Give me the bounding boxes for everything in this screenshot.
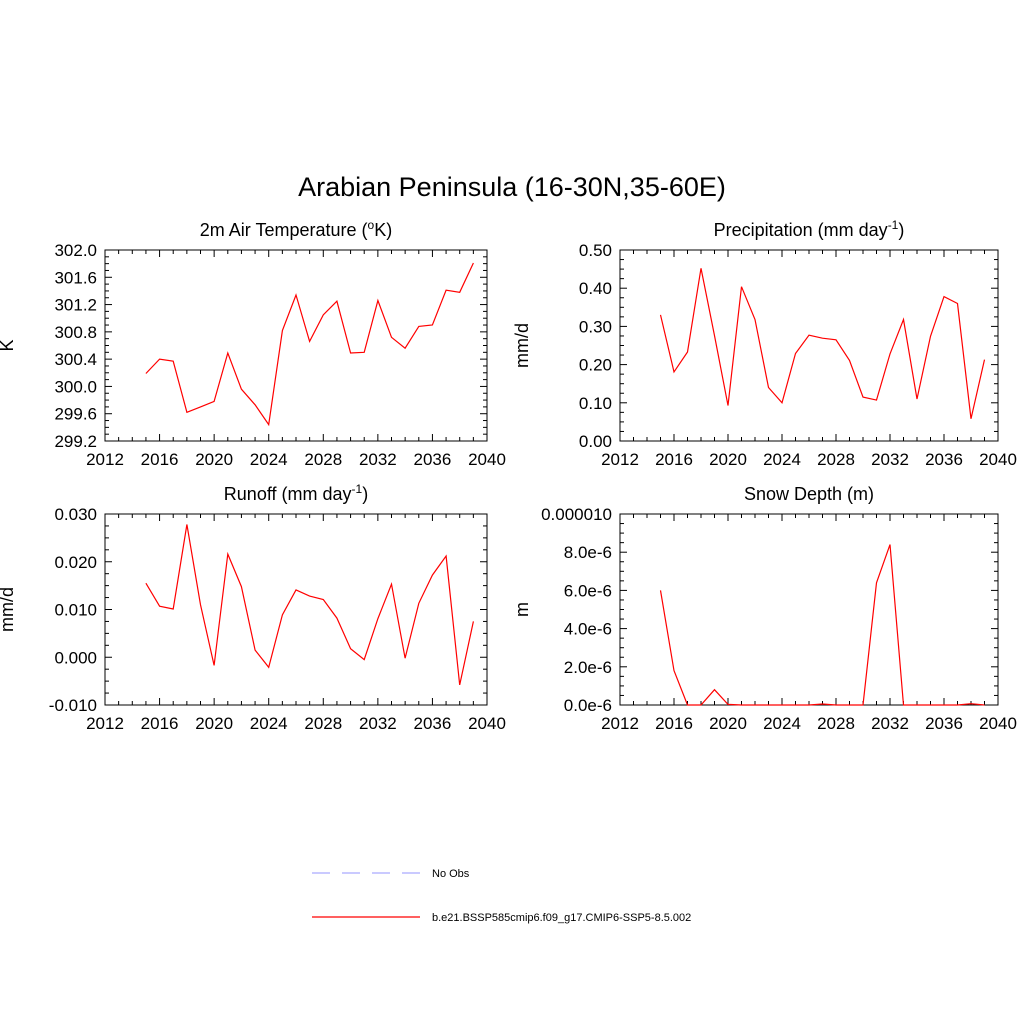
y-axis-label: mm/d: [512, 323, 532, 368]
x-tick-label: 2012: [601, 450, 639, 469]
x-tick-label: 2036: [925, 714, 963, 733]
figure-title: Arabian Peninsula (16-30N,35-60E): [298, 172, 726, 202]
series-line: [145, 262, 474, 427]
y-tick-label: 0.10: [579, 394, 612, 413]
x-tick-label: 2032: [359, 714, 397, 733]
y-tick-label: 0.000010: [541, 505, 612, 524]
y-tick-label: 8.0e-6: [564, 543, 612, 562]
x-tick-label: 2024: [250, 714, 288, 733]
y-axis-label: mm/d: [0, 587, 17, 632]
y-tick-label: 0.030: [54, 505, 97, 524]
x-tick-label: 2040: [979, 450, 1017, 469]
panel-title: Runoff (mm day-1): [224, 482, 368, 504]
panel-title: 2m Air Temperature (oK): [200, 218, 392, 240]
x-tick-label: 2016: [655, 450, 693, 469]
y-tick-label: 299.2: [54, 432, 97, 451]
panel-4: Snow Depth (m) m 2012 2016 2020 2024 2028 2032 2…: [512, 484, 1017, 733]
x-tick-label: 2012: [86, 450, 124, 469]
x-tick-label: 2040: [979, 714, 1017, 733]
x-tick-label: 2028: [817, 450, 855, 469]
x-tick-label: 2036: [925, 450, 963, 469]
y-tick-label: 0.50: [579, 241, 612, 260]
panel-title: Snow Depth (m): [744, 484, 874, 504]
panel-1: 2m Air Temperature (oK) K 2012 2016 2020 2024…: [0, 218, 506, 469]
series-line: [659, 544, 985, 706]
x-tick-label: 2032: [871, 714, 909, 733]
y-tick-label: 301.6: [54, 268, 97, 287]
series-line: [145, 524, 474, 686]
y-tick-label: 302.0: [54, 241, 97, 260]
x-tick-label: 2012: [601, 714, 639, 733]
y-tick-label: 0.00: [579, 432, 612, 451]
x-tick-label: 2024: [250, 450, 288, 469]
y-tick-label: 300.8: [54, 323, 97, 342]
x-tick-label: 2016: [141, 450, 179, 469]
x-tick-label: 2020: [195, 450, 233, 469]
x-tick-label: 2020: [709, 714, 747, 733]
x-tick-label: 2036: [414, 450, 452, 469]
series-line: [659, 268, 986, 419]
x-tick-label: 2036: [414, 714, 452, 733]
panel-title: Precipitation (mm day-1): [714, 218, 905, 240]
panel-2: Precipitation (mm day-1) mm/d 2012 2016 2020…: [512, 218, 1017, 469]
x-tick-label: 2028: [304, 450, 342, 469]
x-tick-label: 2016: [141, 714, 179, 733]
legend-label: b.e21.BSSP585cmip6.f09_g17.CMIP6-SSP5-8.…: [432, 912, 691, 924]
y-tick-label: -0.010: [49, 696, 97, 715]
panel-3: Runoff (mm day-1) mm/d 2012 2016 2020 2024 202…: [0, 482, 506, 733]
x-tick-label: 2020: [709, 450, 747, 469]
panels: 2m Air Temperature (oK) K 2012 2016 2020 2024…: [0, 218, 1017, 733]
y-tick-label: 299.6: [54, 405, 97, 424]
y-tick-label: 0.20: [579, 356, 612, 375]
plot-frame: [104, 513, 488, 706]
x-tick-label: 2012: [86, 714, 124, 733]
x-tick-label: 2020: [195, 714, 233, 733]
x-tick-label: 2032: [359, 450, 397, 469]
y-tick-label: 2.0e-6: [564, 658, 612, 677]
y-tick-label: 301.2: [54, 296, 97, 315]
y-tick-label: 0.0e-6: [564, 696, 612, 715]
x-tick-label: 2032: [871, 450, 909, 469]
y-tick-label: 0.30: [579, 317, 612, 336]
legend-label: No Obs: [432, 868, 470, 880]
plot-frame: [104, 249, 488, 442]
y-tick-label: 0.020: [54, 553, 97, 572]
x-tick-label: 2040: [468, 714, 506, 733]
y-tick-label: 300.0: [54, 377, 97, 396]
y-axis-label: K: [0, 339, 17, 351]
x-tick-label: 2024: [763, 450, 801, 469]
x-tick-label: 2040: [468, 450, 506, 469]
x-tick-label: 2028: [304, 714, 342, 733]
y-tick-label: 6.0e-6: [564, 581, 612, 600]
y-tick-label: 4.0e-6: [564, 620, 612, 639]
legend: No Obs b.e21.BSSP585cmip6.f09_g17.CMIP6-S…: [312, 868, 691, 924]
y-tick-label: 300.4: [54, 350, 97, 369]
plot-frame: [619, 249, 999, 442]
x-tick-label: 2016: [655, 714, 693, 733]
y-tick-label: 0.40: [579, 279, 612, 298]
y-axis-label: m: [512, 602, 532, 617]
x-tick-label: 2024: [763, 714, 801, 733]
y-tick-label: 0.000: [54, 648, 97, 667]
x-tick-label: 2028: [817, 714, 855, 733]
y-tick-label: 0.010: [54, 601, 97, 620]
